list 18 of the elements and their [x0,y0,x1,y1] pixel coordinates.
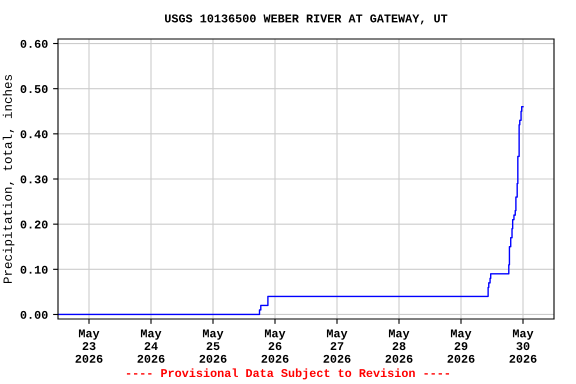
x-tick-label: May 23 2026 [76,330,103,363]
y-axis-title: Precipitation, total, inches [2,75,14,284]
x-tick-label: May 30 2026 [510,330,537,363]
x-tick-label: May 26 2026 [262,330,289,363]
y-tick-label: 0.00 [20,310,48,319]
text: ---- Provisional Data Subject to Revision ---- [126,368,450,380]
y-tick-label: 0.50 [20,85,48,94]
chart-title: USGS 10136500 WEBER RIVER AT GATEWAY, UT [165,14,448,24]
y-tick-label: 0.20 [20,220,48,229]
y-tick-label: 0.10 [20,266,48,274]
x-tick-label: May 28 2026 [386,330,413,363]
x-tick-label: May 27 2026 [324,330,351,363]
y-tick-label: 0.60 [20,40,48,48]
x-tick-label: May 25 2026 [200,330,227,363]
y-tick-label: 0.40 [20,130,48,138]
x-tick-label: May 24 2026 [138,330,165,363]
x-tick-label: May 29 2026 [448,330,475,363]
y-tick-label: 0.30 [20,175,48,184]
